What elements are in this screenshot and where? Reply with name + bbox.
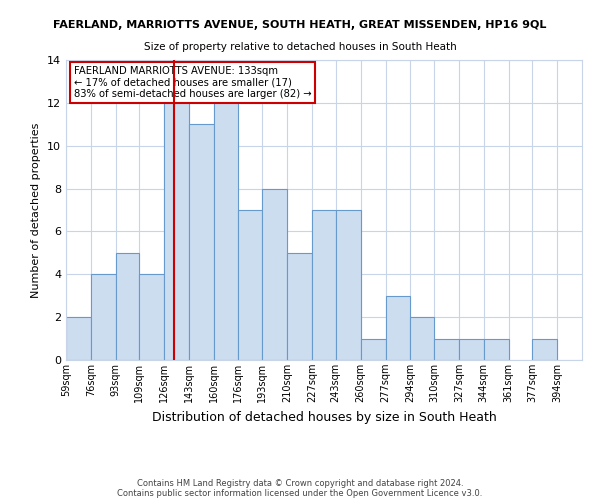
Bar [410, 317, 434, 360]
Bar [91, 274, 116, 360]
Text: Contains public sector information licensed under the Open Government Licence v3: Contains public sector information licen… [118, 488, 482, 498]
Bar [386, 296, 410, 360]
Bar [361, 338, 386, 360]
Bar [139, 274, 164, 360]
Bar [459, 338, 484, 360]
Text: FAERLAND, MARRIOTTS AVENUE, SOUTH HEATH, GREAT MISSENDEN, HP16 9QL: FAERLAND, MARRIOTTS AVENUE, SOUTH HEATH,… [53, 20, 547, 30]
Bar [262, 188, 287, 360]
Bar [484, 338, 509, 360]
Text: Contains HM Land Registry data © Crown copyright and database right 2024.: Contains HM Land Registry data © Crown c… [137, 478, 463, 488]
Bar [336, 210, 361, 360]
Bar [287, 253, 312, 360]
Text: FAERLAND MARRIOTTS AVENUE: 133sqm
← 17% of detached houses are smaller (17)
83% : FAERLAND MARRIOTTS AVENUE: 133sqm ← 17% … [74, 66, 311, 99]
Bar [164, 103, 189, 360]
Bar [532, 338, 557, 360]
Bar [66, 317, 91, 360]
Bar [189, 124, 214, 360]
Text: Size of property relative to detached houses in South Heath: Size of property relative to detached ho… [143, 42, 457, 52]
Y-axis label: Number of detached properties: Number of detached properties [31, 122, 41, 298]
Bar [434, 338, 459, 360]
X-axis label: Distribution of detached houses by size in South Heath: Distribution of detached houses by size … [152, 410, 496, 424]
Bar [312, 210, 336, 360]
Bar [214, 103, 238, 360]
Bar [238, 210, 262, 360]
Bar [116, 253, 139, 360]
